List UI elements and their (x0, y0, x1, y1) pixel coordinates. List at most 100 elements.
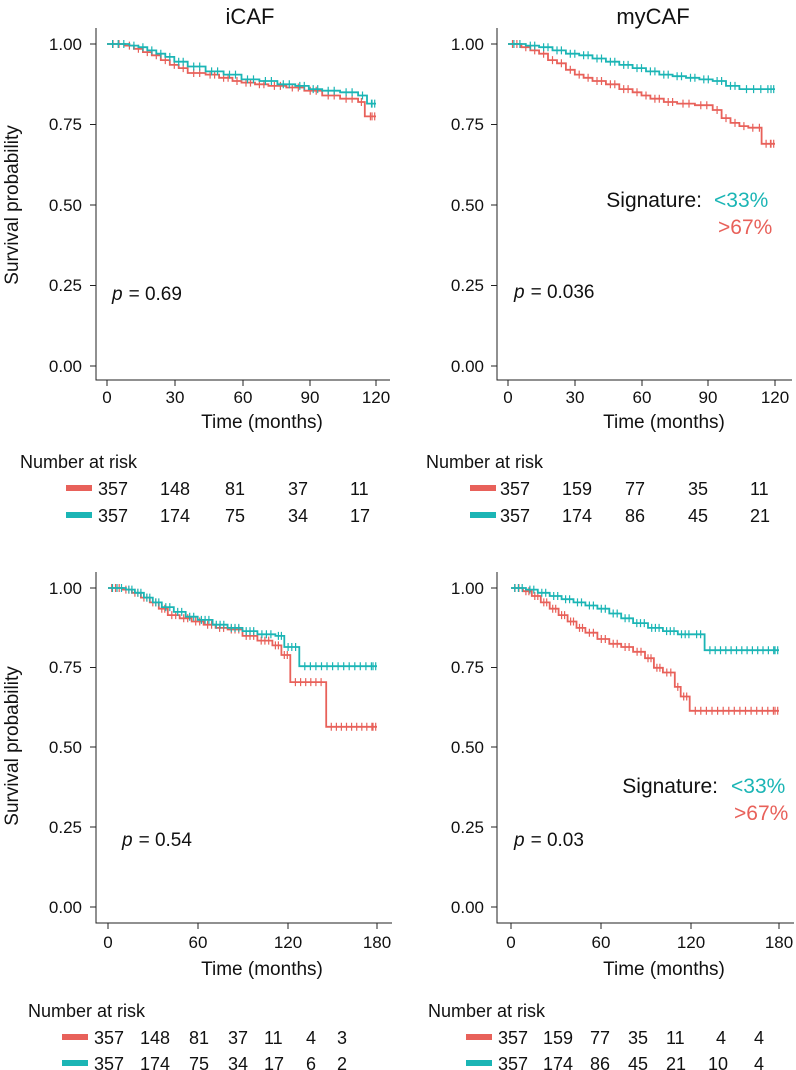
risk-cell: 357 (500, 506, 530, 526)
risk-cell: 77 (590, 1028, 610, 1048)
p-value: p = 0.036 (513, 282, 595, 303)
y-tick-label: 0.25 (451, 818, 484, 837)
risk-table-title: Number at risk (428, 1001, 546, 1021)
x-tick-label: 120 (362, 388, 390, 407)
x-tick-label: 120 (761, 388, 789, 407)
x-tick-label: 180 (363, 933, 391, 952)
p-value-text: = 0.03 (531, 830, 584, 851)
risk-cell: 17 (350, 506, 370, 526)
x-tick-label: 120 (677, 933, 705, 952)
y-tick-label: 0.50 (49, 738, 82, 757)
risk-cell: 11 (264, 1028, 283, 1048)
risk-cell: 4 (754, 1028, 764, 1048)
p-label: p (513, 830, 525, 851)
x-tick-label: 120 (274, 933, 302, 952)
p-value: p = 0.69 (111, 284, 182, 305)
survival-curve-high (511, 587, 779, 712)
censor-marks-low (514, 584, 779, 655)
axis-lines (95, 572, 392, 924)
axis-lines (95, 28, 390, 381)
legend-swatch-low (470, 512, 496, 518)
legend-swatch-low (466, 1060, 492, 1066)
risk-cell: 11 (350, 479, 369, 499)
legend-label-high: >67% (734, 802, 788, 825)
survival-curve-low (511, 587, 779, 652)
x-tick-label: 0 (102, 388, 111, 407)
p-label: p (111, 284, 123, 305)
legend-label-low: <33% (714, 189, 768, 212)
x-tick-label: 180 (765, 933, 793, 952)
censor-marks-low (513, 40, 775, 94)
risk-cell: 37 (288, 479, 308, 499)
risk-cell: 86 (590, 1054, 610, 1070)
x-tick-label: 30 (166, 388, 185, 407)
y-tick-label: 0.50 (49, 196, 82, 215)
x-tick-label: 60 (592, 933, 611, 952)
risk-cell: 174 (160, 506, 190, 526)
risk-cell: 357 (98, 479, 128, 499)
legend-title: Signature: (606, 189, 702, 212)
risk-cell: 11 (750, 479, 769, 499)
km-curves (107, 40, 376, 121)
legend-swatch-low (66, 512, 92, 518)
y-tick-label: 0.00 (451, 898, 484, 917)
x-axis-label: Time (months) (201, 959, 323, 980)
panel-mycaf-long: 1.00 0.75 0.50 0.25 0.00 0 60 120 180 Ti… (428, 572, 794, 1070)
risk-table-title: Number at risk (20, 452, 138, 472)
risk-cell: 10 (708, 1054, 728, 1070)
x-tick-label: 90 (699, 388, 718, 407)
risk-cell: 357 (94, 1054, 124, 1070)
chart-title: iCAF (226, 4, 275, 29)
x-axis-label: Time (months) (603, 412, 725, 433)
y-tick-label: 1.00 (49, 35, 82, 54)
survival-curve-high (107, 43, 376, 118)
p-value-text: = 0.54 (139, 830, 193, 851)
y-tick-label: 0.50 (451, 738, 484, 757)
y-tick-label: 1.00 (451, 35, 484, 54)
axis-ticks (90, 587, 378, 929)
axis-ticks (90, 43, 377, 386)
risk-cell: 11 (666, 1028, 685, 1048)
y-tick-label: 0.75 (451, 658, 484, 677)
y-tick-label: 0.00 (49, 357, 82, 376)
y-tick-label: 0.00 (49, 898, 82, 917)
panel-mycaf: myCAF 1.00 0.75 0.50 0.25 0.00 0 30 60 9… (426, 4, 792, 526)
y-tick-label: 1.00 (49, 579, 82, 598)
axis-ticks (491, 587, 780, 929)
x-tick-label: 60 (189, 933, 208, 952)
risk-cell: 35 (688, 479, 708, 499)
risk-cell: 174 (543, 1054, 573, 1070)
risk-cell: 77 (625, 479, 645, 499)
censor-marks-low (112, 40, 376, 108)
y-tick-label: 0.50 (451, 196, 484, 215)
risk-cell: 4 (716, 1028, 726, 1048)
legend-swatch-high (466, 1034, 492, 1040)
survival-curve-low (107, 43, 376, 105)
legend-label-high: >67% (718, 216, 772, 239)
y-tick-label: 0.00 (451, 357, 484, 376)
risk-cell: 21 (666, 1054, 686, 1070)
x-tick-label: 60 (633, 388, 652, 407)
axis-ticks (491, 43, 776, 386)
y-axis-label: Survival probability (2, 125, 23, 285)
risk-cell: 148 (160, 479, 190, 499)
risk-cell: 34 (228, 1054, 248, 1070)
p-value-text: = 0.036 (531, 282, 595, 303)
p-label: p (513, 282, 525, 303)
risk-cell: 75 (225, 506, 245, 526)
risk-cell: 17 (264, 1054, 284, 1070)
panel-icaf: iCAF Survival probability 1.00 0.75 0.50… (2, 4, 390, 526)
x-axis-label: Time (months) (603, 959, 725, 980)
survival-curve-high (108, 587, 377, 728)
legend-title: Signature: (622, 775, 718, 798)
legend-swatch-high (66, 485, 92, 491)
survival-curve-low (508, 43, 775, 90)
censor-marks-high (111, 584, 377, 731)
risk-cell: 81 (225, 479, 245, 499)
survival-curve-high (508, 43, 775, 145)
p-value: p = 0.54 (121, 830, 192, 851)
risk-cell: 357 (98, 506, 128, 526)
risk-cell: 21 (750, 506, 770, 526)
risk-cell: 174 (140, 1054, 170, 1070)
risk-table-title: Number at risk (28, 1001, 146, 1021)
